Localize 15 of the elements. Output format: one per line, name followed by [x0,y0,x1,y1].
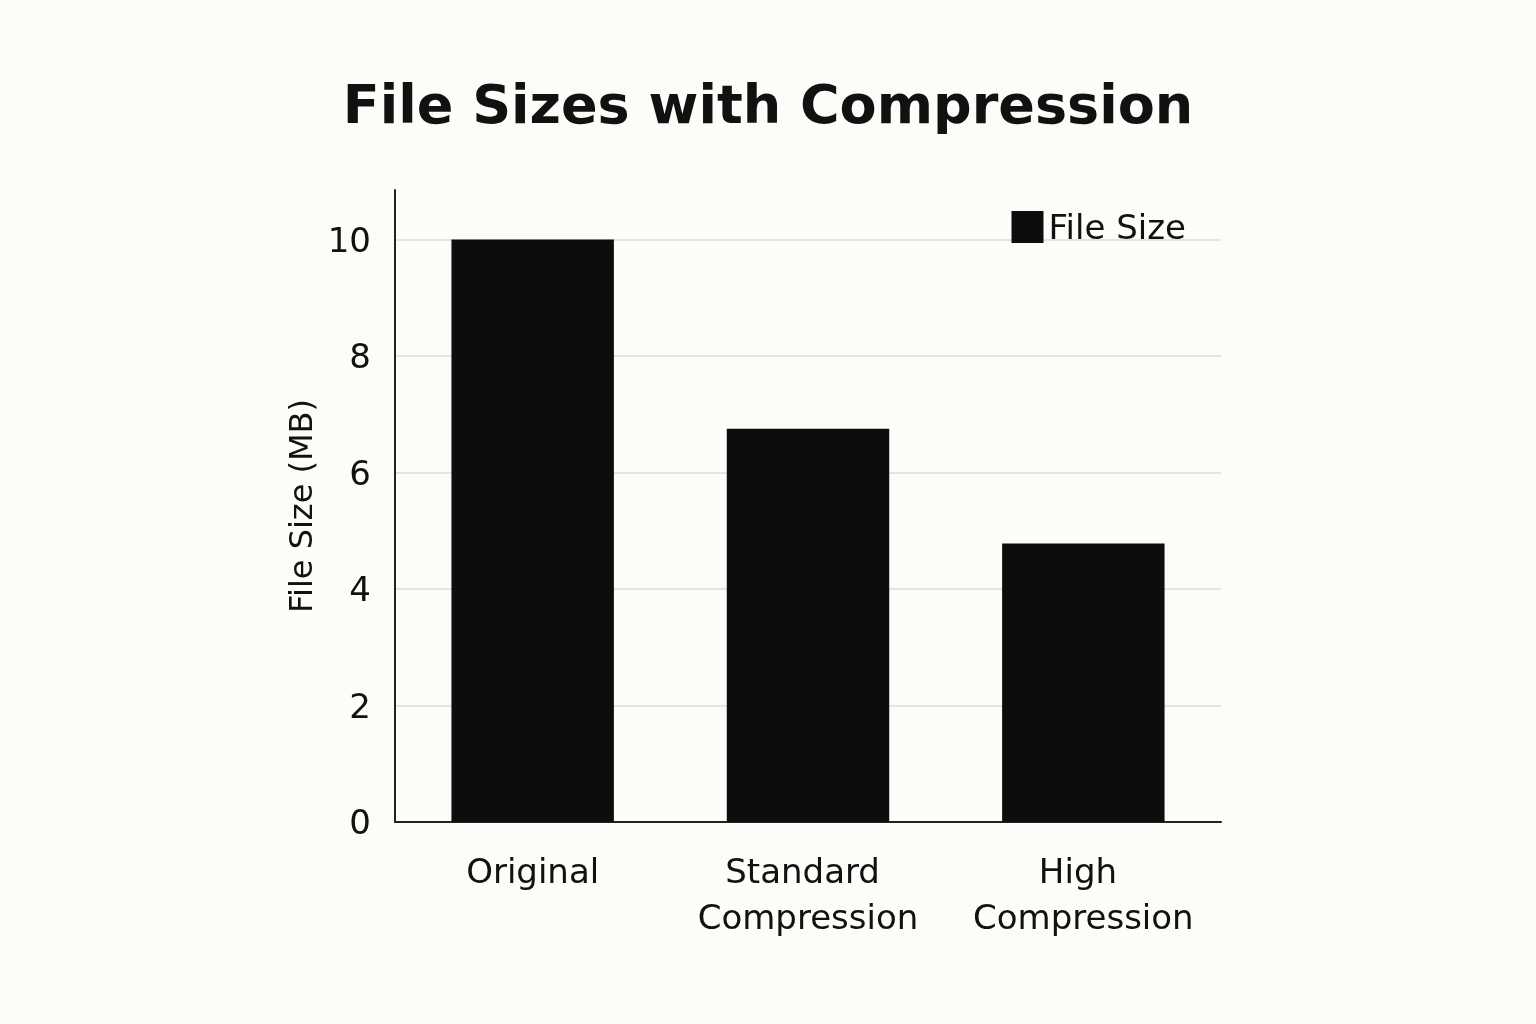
y-tick-label: 8 [349,336,371,377]
bar [1002,543,1165,822]
bar [451,239,614,822]
y-tick-label: 6 [349,452,371,493]
x-tick-label: Original [466,851,600,891]
x-tick-label: Standard Compression [697,851,919,937]
legend-label: File Size [1048,207,1187,247]
y-axis-title: File Size (MB) [281,398,320,614]
y-tick-label: 2 [349,685,371,726]
bar [726,428,890,822]
x-tick-label: High Compression [973,851,1194,937]
chart-title: File Sizes with Compression [342,72,1194,136]
y-tick-label: 10 [327,219,371,260]
y-tick-label: 0 [349,802,371,842]
y-tick-label: 4 [349,569,371,609]
